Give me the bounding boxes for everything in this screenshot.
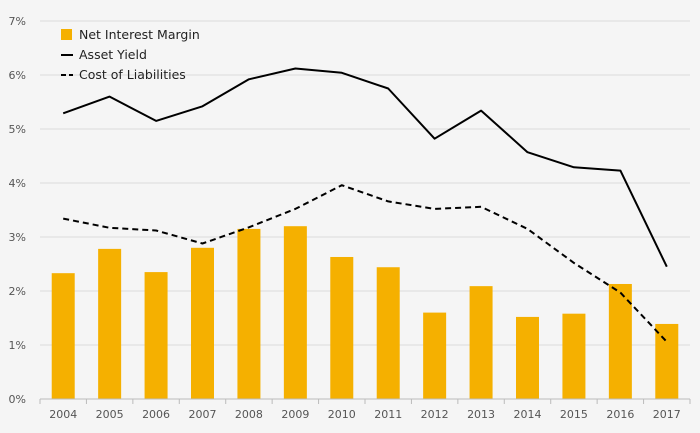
legend-label-net-interest-margin: Net Interest Margin <box>79 27 200 42</box>
bar-net-interest-margin <box>191 247 214 399</box>
legend-label-asset-yield: Asset Yield <box>79 47 147 62</box>
y-tick-label: 5% <box>9 123 26 136</box>
x-tick-label: 2016 <box>606 408 634 421</box>
bar-net-interest-margin <box>98 248 122 399</box>
bar-net-interest-margin <box>469 286 493 399</box>
x-tick-label: 2012 <box>421 408 449 421</box>
line-cost-of-liabilities <box>63 184 668 343</box>
y-tick-label: 0% <box>9 393 26 406</box>
x-tick-label: 2009 <box>281 408 309 421</box>
legend-label-cost-of-liabilities: Cost of Liabilities <box>79 67 186 82</box>
y-tick-label: 4% <box>9 177 26 190</box>
legend: Net Interest Margin Asset Yield Cost of … <box>61 27 200 82</box>
line-asset-yield <box>62 67 668 268</box>
bar-net-interest-margin <box>144 272 168 399</box>
x-tick-label: 2017 <box>653 408 681 421</box>
x-tick-label: 2007 <box>189 408 217 421</box>
x-tick-label: 2006 <box>142 408 170 421</box>
x-tick-label: 2010 <box>328 408 356 421</box>
x-tick-label: 2014 <box>514 408 542 421</box>
line-series <box>62 67 668 343</box>
y-tick-label: 3% <box>9 231 26 244</box>
bar-net-interest-margin <box>51 273 75 399</box>
x-tick-label: 2004 <box>49 408 77 421</box>
y-tick-label: 1% <box>9 339 26 352</box>
bar-net-interest-margin <box>237 228 261 399</box>
bar-net-interest-margin <box>655 323 679 399</box>
bar-net-interest-margin <box>423 312 447 399</box>
bar-net-interest-margin <box>283 226 307 399</box>
x-tick-label: 2013 <box>467 408 495 421</box>
x-tick-label: 2011 <box>374 408 402 421</box>
x-tick-label: 2005 <box>96 408 124 421</box>
bar-net-interest-margin <box>330 256 354 399</box>
axes: 0% 1% 2% 3% 4% 5% 6% 7% 2004 2005 2006 2007 2008 2009… <box>9 15 691 421</box>
bar-series <box>51 226 679 399</box>
x-tick-label: 2008 <box>235 408 263 421</box>
x-tick-label: 2015 <box>560 408 588 421</box>
bar-net-interest-margin <box>376 267 400 399</box>
bar-net-interest-margin <box>516 316 539 399</box>
y-tick-label: 6% <box>9 69 26 82</box>
y-tick-label: 7% <box>9 15 26 28</box>
legend-swatch-net-interest-margin <box>61 29 72 40</box>
bar-net-interest-margin <box>562 313 586 399</box>
bar-net-interest-margin <box>608 283 632 399</box>
y-tick-label: 2% <box>9 285 26 298</box>
